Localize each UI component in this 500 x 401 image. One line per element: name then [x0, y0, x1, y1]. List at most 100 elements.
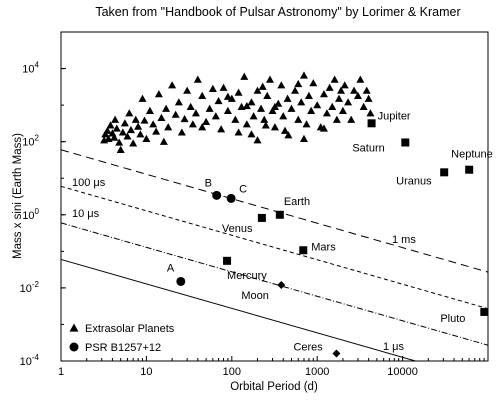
exoplanet-marker [257, 104, 266, 112]
reference-lines [60, 149, 489, 362]
exoplanet-marker [138, 94, 147, 102]
solar-planet-marker [257, 213, 266, 222]
reference-line-label: 1 μs [383, 341, 405, 353]
exoplanet-marker [103, 126, 112, 134]
exoplanet-marker [198, 91, 207, 99]
exoplanet-marker [277, 81, 286, 89]
point-label: Earth [284, 196, 310, 208]
reference-line-label: 100 μs [72, 177, 106, 189]
exoplanet-marker [116, 145, 125, 153]
exoplanet-marker [186, 102, 195, 110]
exoplanet-marker [253, 136, 262, 144]
exoplanet-marker [188, 120, 197, 128]
exoplanet-marker [319, 124, 328, 132]
exoplanet-marker [223, 92, 232, 100]
legend-label: PSR B1257+12 [85, 342, 161, 354]
exoplanet-marker [359, 102, 368, 110]
point-label: C [239, 183, 247, 195]
exoplanet-marker [134, 122, 143, 130]
y-tick-label: 10-4 [20, 353, 40, 368]
exoplanet-marker [112, 124, 121, 132]
y-tick-label: 10-2 [20, 280, 40, 295]
exoplanet-marker [366, 109, 375, 117]
exoplanet-marker [309, 79, 318, 87]
solar-planet-marker [299, 246, 308, 255]
solar-planet-marker [480, 307, 489, 316]
y-tick-label: 100 [22, 207, 39, 222]
point-label: Mars [311, 241, 336, 253]
exoplanet-marker [242, 101, 251, 110]
exoplanet-marker [110, 133, 119, 141]
exoplanet-marker [123, 132, 132, 140]
legend-label: Extrasolar Planets [85, 323, 175, 335]
exoplanet-marker [205, 104, 214, 112]
exoplanet-marker [356, 75, 365, 83]
exoplanet-marker [319, 90, 328, 98]
exoplanet-marker [152, 127, 161, 135]
exoplanet-marker [279, 112, 288, 120]
exoplanet-marker [325, 83, 334, 91]
exoplanet-marker [168, 81, 177, 89]
exoplanet-marker [284, 131, 293, 139]
pulsar-planet-marker [176, 276, 186, 286]
exoplanet-marker [307, 106, 316, 114]
point-label: Jupiter [378, 110, 411, 122]
exoplanet-marker [106, 121, 115, 129]
exoplanet-marker [364, 94, 373, 102]
exoplanet-marker [202, 117, 211, 125]
point-label: Neptune [451, 149, 493, 161]
legend-triangle-icon [69, 323, 79, 332]
exoplanet-marker [129, 139, 138, 147]
exoplanet-marker [294, 79, 303, 88]
exoplanet-marker [198, 123, 207, 131]
exoplanet-marker [171, 110, 180, 118]
exoplanet-marker [208, 84, 217, 92]
legend: Extrasolar Planets PSR B1257+12 [69, 323, 175, 354]
exoplanet-marker [270, 123, 279, 131]
exoplanet-marker [183, 86, 192, 94]
exoplanet-marker [268, 106, 277, 114]
exoplanet-marker [104, 134, 113, 142]
exoplanet-marker [328, 102, 337, 110]
exoplanet-marker [335, 94, 344, 102]
solar-planet-marker [440, 168, 449, 177]
x-tick-label: 10 [140, 366, 152, 378]
exoplanet-marker [120, 119, 129, 127]
exoplanet-marker [240, 72, 249, 80]
minor-body-marker [332, 349, 341, 358]
exoplanet-marker [162, 104, 171, 112]
reference-line-label: 10 μs [72, 208, 100, 220]
exoplanet-marker [231, 115, 240, 123]
legend-circle-icon [69, 342, 79, 352]
x-tick-label: 1000 [305, 366, 329, 378]
y-tick-exponent: -2 [32, 280, 40, 289]
exoplanet-marker [131, 115, 140, 123]
exoplanet-marker [338, 106, 347, 114]
exoplanet-marker [304, 91, 313, 99]
exoplanet-marker [337, 86, 346, 94]
chart-title: Taken from "Handbook of Pulsar Astronomy… [95, 5, 460, 19]
y-tick-base: 10 [20, 356, 32, 368]
minor-body-marker [277, 280, 286, 289]
y-tick-exponent: 4 [35, 61, 40, 70]
data-marks [100, 71, 489, 358]
x-axis-label: Orbital Period (d) [230, 381, 318, 393]
exoplanet-marker [111, 115, 120, 123]
exoplanet-marker [149, 120, 158, 128]
exoplanet-marker [297, 98, 306, 106]
exoplanet-marker [294, 115, 303, 123]
exoplanet-marker [274, 99, 283, 107]
point-label: Pluto [440, 313, 465, 325]
exoplanet-marker [115, 138, 124, 146]
exoplanet-marker [145, 106, 154, 114]
exoplanet-marker [265, 75, 274, 83]
exoplanet-marker [164, 123, 173, 131]
exoplanet-marker [260, 115, 269, 123]
exoplanet-marker [258, 82, 267, 90]
exoplanet-marker [253, 86, 262, 94]
y-tick-base: 10 [20, 283, 32, 295]
exoplanet-marker [191, 109, 200, 117]
exoplanet-marker [347, 115, 356, 123]
